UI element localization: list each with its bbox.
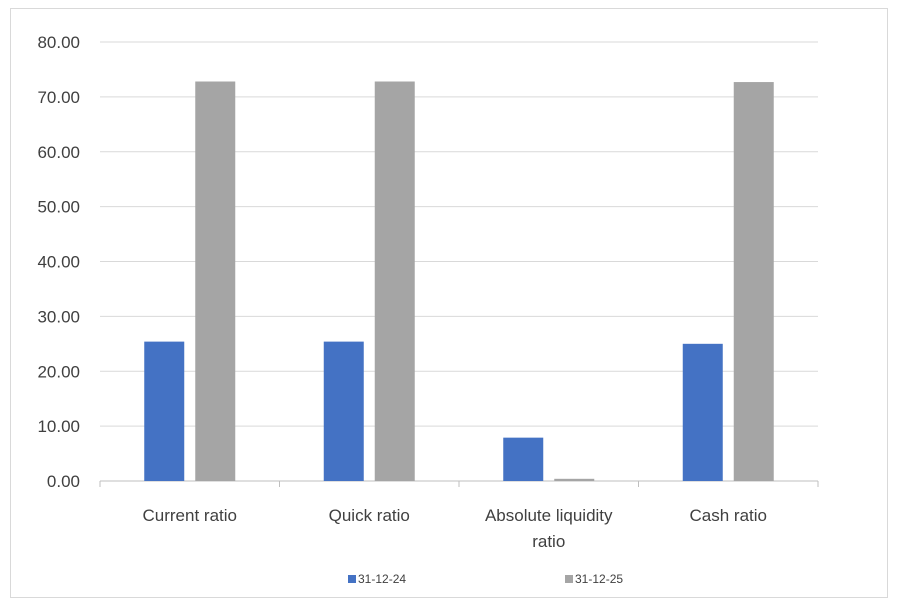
bar-31-12-24-cash-ratio [682,343,723,481]
y-tick-label: 0.00 [47,472,80,491]
bar-31-12-25-cash-ratio [733,82,774,481]
bar-31-12-24-quick-ratio [323,341,364,481]
x-category-label: Quick ratio [329,506,410,525]
x-category-label: Current ratio [143,506,237,525]
x-category-label: Absolute liquidity [485,506,613,525]
y-tick-label: 60.00 [37,143,80,162]
y-tick-label: 80.00 [37,33,80,52]
y-tick-label: 50.00 [37,198,80,217]
y-tick-label: 30.00 [37,307,80,326]
bar-31-12-25-quick-ratio [374,81,415,481]
x-category-label: ratio [532,532,565,551]
bar-31-12-25-current-ratio [195,81,236,481]
y-tick-label: 40.00 [37,253,80,272]
y-tick-label: 20.00 [37,362,80,381]
x-category-label: Cash ratio [690,506,767,525]
bar-31-12-24-absolute-liquidity-ratio [503,437,544,481]
legend-label: 31-12-24 [358,572,406,586]
legend-swatch [348,575,356,583]
y-tick-label: 70.00 [37,88,80,107]
y-tick-label: 10.00 [37,417,80,436]
legend-swatch [565,575,573,583]
legend-label: 31-12-25 [575,572,623,586]
bar-31-12-25-absolute-liquidity-ratio [554,478,595,481]
bar-31-12-24-current-ratio [144,341,185,481]
